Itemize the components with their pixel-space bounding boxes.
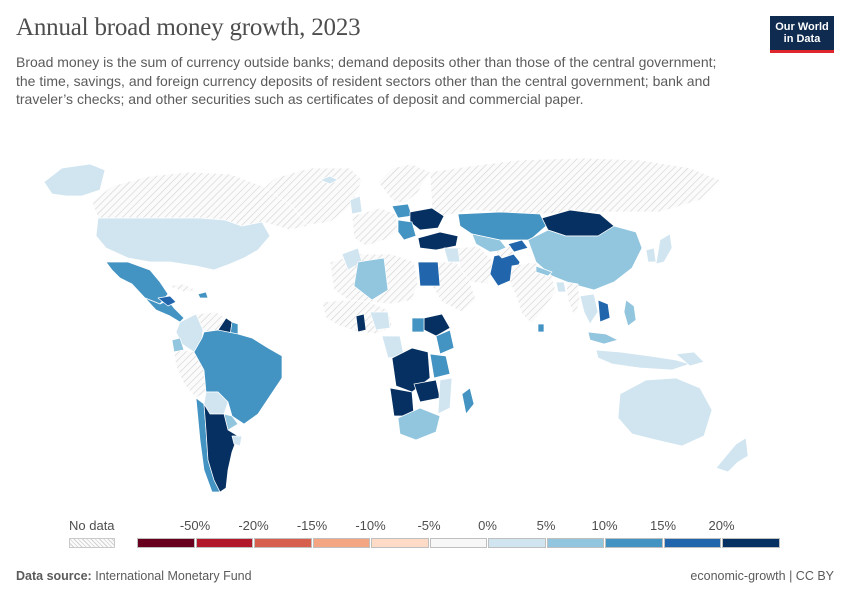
legend-bin[interactable] [371, 538, 429, 548]
region-iraq[interactable] [443, 247, 461, 263]
legend-bin[interactable] [429, 538, 487, 548]
source-label: Data source: [16, 569, 92, 583]
region-thailand[interactable] [579, 293, 599, 325]
region-kazakhstan[interactable] [457, 211, 547, 241]
logo-accent-bar [770, 50, 834, 53]
region-argentina[interactable] [203, 403, 239, 493]
region-russia[interactable] [429, 157, 721, 217]
region-usa[interactable] [95, 217, 271, 271]
legend-tick-label: -20% [238, 518, 269, 533]
region-myanmar[interactable] [565, 281, 581, 317]
region-angola[interactable] [389, 387, 415, 417]
legend-bin[interactable] [312, 538, 370, 548]
region-malaysia[interactable] [587, 331, 619, 345]
region-madagascar[interactable] [461, 387, 475, 415]
source-value[interactable]: International Monetary Fund [95, 569, 252, 583]
legend-bin[interactable] [488, 538, 546, 548]
region-western-europe[interactable] [351, 207, 399, 247]
legend-bin[interactable] [254, 538, 312, 548]
legend-bin[interactable] [722, 538, 780, 548]
region-turkey[interactable] [417, 231, 459, 251]
legend-bin[interactable] [137, 538, 195, 548]
region-kenya[interactable] [435, 329, 455, 355]
legend-bin[interactable] [195, 538, 253, 548]
nodata-swatch[interactable] [69, 538, 115, 548]
region-honduras[interactable] [157, 295, 177, 307]
region-nigeria[interactable] [369, 311, 391, 331]
legend-bin[interactable] [663, 538, 721, 548]
logo-line-2: in Data [783, 33, 821, 45]
region-png[interactable] [675, 351, 705, 367]
legend-bin[interactable] [605, 538, 663, 548]
region-australia[interactable] [617, 377, 713, 447]
region-cuba[interactable] [167, 283, 197, 293]
region-iceland[interactable] [319, 175, 339, 185]
logo-line-1: Our World [775, 21, 829, 33]
nodata-label: No data [69, 518, 115, 533]
legend-tick-label: 5% [536, 518, 556, 533]
chart-subtitle: Broad money is the sum of currency outsi… [16, 54, 717, 107]
region-nepal[interactable] [535, 265, 553, 277]
region-south-africa[interactable] [397, 407, 441, 441]
region-balkans[interactable] [397, 219, 417, 241]
legend-bin[interactable] [546, 538, 604, 548]
footer-source: Data source: International Monetary Fund [16, 569, 252, 583]
legend-tick-label: 10% [591, 518, 618, 533]
region-scandinavia[interactable] [377, 163, 431, 205]
legend-tick-label: -15% [296, 518, 328, 533]
region-ghana[interactable] [355, 313, 367, 333]
region-philippines[interactable] [623, 299, 637, 327]
legend-tick-label: 20% [708, 518, 735, 533]
region-new-zealand[interactable] [715, 437, 749, 473]
legend-tick-label: -50% [179, 518, 211, 533]
color-legend: No data -50% -20% -15% -10% -5% 0% 5% 10% 15% 20% [0, 515, 850, 555]
region-bangladesh[interactable] [555, 281, 567, 293]
region-korea[interactable] [645, 247, 657, 263]
region-mozambique[interactable] [437, 377, 453, 415]
legend-tick-label: 15% [649, 518, 677, 533]
region-afghanistan[interactable] [495, 245, 515, 259]
owid-logo[interactable]: Our World in Data [770, 16, 834, 52]
footer-slug[interactable]: economic-growth | CC BY [690, 569, 834, 583]
region-uk[interactable] [349, 195, 363, 215]
region-central-america[interactable] [144, 297, 185, 323]
region-china[interactable] [527, 225, 643, 291]
region-tanzania[interactable] [429, 353, 451, 379]
region-algeria[interactable] [353, 257, 389, 301]
region-japan[interactable] [655, 233, 673, 265]
region-zambia[interactable] [413, 379, 441, 403]
legend-tick-label: 0% [478, 518, 497, 533]
legend-tick-label: -5% [417, 518, 441, 533]
world-map[interactable] [0, 155, 850, 510]
region-drc[interactable] [391, 347, 431, 393]
region-alaska[interactable] [43, 163, 106, 197]
region-vietnam[interactable] [597, 299, 611, 323]
region-saudi-arabia[interactable] [429, 261, 477, 313]
legend-tick-label: -10% [355, 518, 386, 533]
region-uruguay[interactable] [231, 435, 243, 447]
region-brazil[interactable] [193, 329, 283, 425]
region-south-sudan[interactable] [411, 317, 425, 333]
region-egypt[interactable] [417, 261, 441, 287]
chart-title: Annual broad money growth, 2023 [16, 14, 361, 41]
region-indonesia[interactable] [595, 349, 691, 371]
region-sri-lanka[interactable] [537, 323, 545, 333]
region-dominican-republic[interactable] [197, 291, 209, 299]
